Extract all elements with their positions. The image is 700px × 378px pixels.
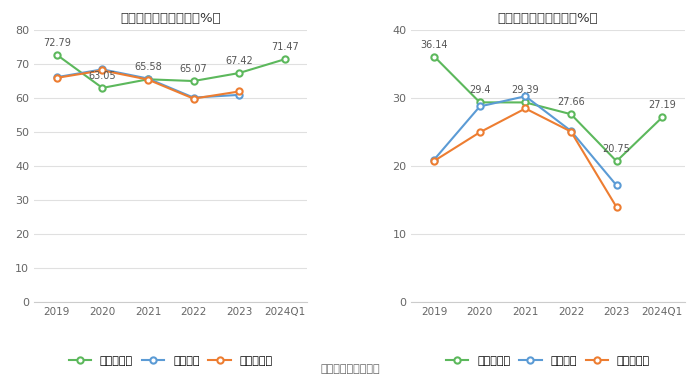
Text: 67.42: 67.42: [225, 56, 253, 66]
Text: 29.39: 29.39: [512, 85, 539, 96]
Text: 27.19: 27.19: [648, 101, 676, 110]
Text: 29.4: 29.4: [469, 85, 491, 95]
Title: 历年毛利率变化情况（%）: 历年毛利率变化情况（%）: [120, 12, 221, 25]
Title: 历年净利率变化情况（%）: 历年净利率变化情况（%）: [498, 12, 598, 25]
Text: 36.14: 36.14: [421, 40, 448, 50]
Legend: 公司毛利率, 行业均值, 行业中位数: 公司毛利率, 行业均值, 行业中位数: [64, 352, 277, 370]
Text: 65.07: 65.07: [180, 64, 207, 74]
Text: 72.79: 72.79: [43, 38, 71, 48]
Text: 数据来源：恒生聚源: 数据来源：恒生聚源: [320, 364, 380, 374]
Legend: 公司净利率, 行业均值, 行业中位数: 公司净利率, 行业均值, 行业中位数: [442, 352, 654, 370]
Text: 71.47: 71.47: [271, 42, 299, 52]
Text: 65.58: 65.58: [134, 62, 162, 72]
Text: 20.75: 20.75: [603, 144, 631, 154]
Text: 63.05: 63.05: [88, 71, 116, 81]
Text: 27.66: 27.66: [557, 97, 584, 107]
